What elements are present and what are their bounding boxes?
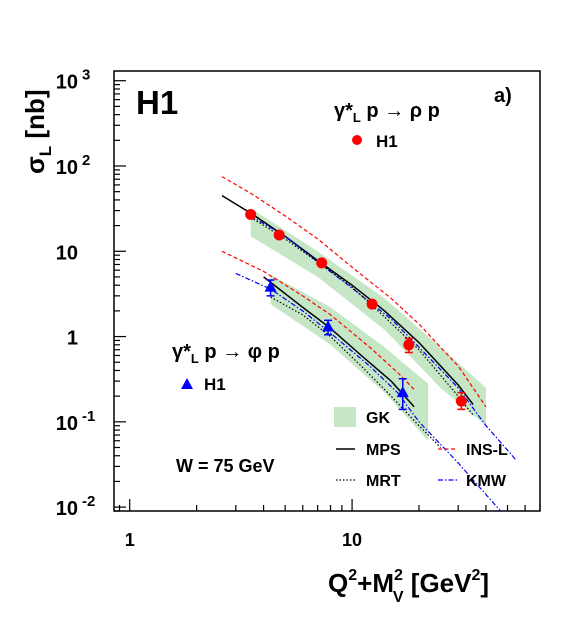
marker-circle xyxy=(273,229,285,241)
x-tick-label: 10 xyxy=(342,530,362,550)
point-rho-2 xyxy=(316,257,328,269)
marker-circle xyxy=(316,257,328,269)
marker-circle xyxy=(455,395,467,407)
y-tick-exponent: -2 xyxy=(82,493,95,510)
marker-circle xyxy=(403,339,415,351)
insl-legend-label: INS-L xyxy=(466,442,508,459)
y-tick-label: 10 xyxy=(56,242,78,264)
y-axis-title-sub: L xyxy=(36,146,55,156)
marker-triangle xyxy=(396,386,409,398)
rho-process-rest: p → ρ p xyxy=(361,100,440,122)
point-phi-0 xyxy=(264,279,277,297)
x-axis-title-unit: [GeV xyxy=(404,568,473,598)
phi-legend-marker xyxy=(181,378,193,389)
curve-mps-rho xyxy=(221,194,474,405)
gk-legend-label: GK xyxy=(366,410,390,427)
experiment-label: H1 xyxy=(136,84,178,121)
phi-legend-label: H1 xyxy=(204,375,226,394)
marker-triangle xyxy=(322,320,335,332)
y-axis-title: σL [nb] xyxy=(20,90,55,175)
phi-process-sub: L xyxy=(191,351,199,366)
point-phi-2 xyxy=(396,377,409,411)
y-tick-label: 10 xyxy=(56,157,78,179)
x-axis-title-q-exp: 2 xyxy=(348,567,357,584)
marker-circle xyxy=(245,208,257,220)
kmw-legend-label: KMW xyxy=(466,473,507,490)
rho-process-sub: L xyxy=(353,110,361,125)
y-axis-title-unit: [nb] xyxy=(20,90,50,146)
mrt-legend-label: MRT xyxy=(366,473,401,490)
point-rho-1 xyxy=(273,229,285,241)
x-axis-title-q: Q xyxy=(328,568,348,598)
point-phi-1 xyxy=(322,319,335,336)
y-axis-title-sigma: σ xyxy=(20,156,50,174)
phi-process-gamma: γ* xyxy=(172,341,191,363)
curve-ins-l-phi xyxy=(221,250,415,390)
point-rho-5 xyxy=(455,391,467,411)
x-axis-title-m-sub: V xyxy=(393,589,404,606)
point-rho-0 xyxy=(245,208,257,220)
band-gk-rho xyxy=(250,208,486,426)
curve-kmw-phi xyxy=(235,272,502,511)
y-tick-label: 1 xyxy=(67,328,78,350)
phi-process-label: γ*L p → φ p xyxy=(172,341,280,366)
energy-label: W = 75 GeV xyxy=(176,456,275,476)
gk-legend-swatch xyxy=(334,407,356,427)
panel-label: a) xyxy=(494,85,512,107)
plot-frame xyxy=(113,70,541,512)
marker-circle xyxy=(366,298,378,310)
x-axis-title: Q2+M2 V [GeV2] xyxy=(328,567,489,606)
y-tick-label: 10 xyxy=(56,498,78,520)
rho-legend-marker xyxy=(352,135,362,145)
curve-mps-phi xyxy=(263,276,415,408)
x-axis-title-m: +M xyxy=(357,568,394,598)
point-rho-4 xyxy=(403,337,415,354)
marker-triangle xyxy=(264,280,277,292)
rho-process-label: γ*L p → ρ p xyxy=(334,100,440,125)
curve-kmw-rho xyxy=(250,215,518,462)
rho-process-gamma: γ* xyxy=(334,100,353,122)
phi-process-rest: p → φ p xyxy=(199,341,280,363)
y-tick-exponent: 2 xyxy=(82,152,90,169)
y-tick-exponent: -1 xyxy=(82,408,95,425)
mps-legend-label: MPS xyxy=(366,442,401,459)
x-axis-title-m-exp: 2 xyxy=(394,567,403,584)
x-axis-title-unit-exp: 2 xyxy=(471,567,480,584)
x-axis-title-unit-close: ] xyxy=(480,568,489,598)
y-tick-label: 10 xyxy=(56,413,78,435)
y-tick-label: 10 xyxy=(56,72,78,94)
curve-ins-l-rho xyxy=(221,176,487,408)
point-rho-3 xyxy=(366,298,378,310)
x-tick-label: 1 xyxy=(125,530,135,550)
rho-legend-label: H1 xyxy=(376,132,398,151)
y-tick-exponent: 3 xyxy=(82,67,90,84)
